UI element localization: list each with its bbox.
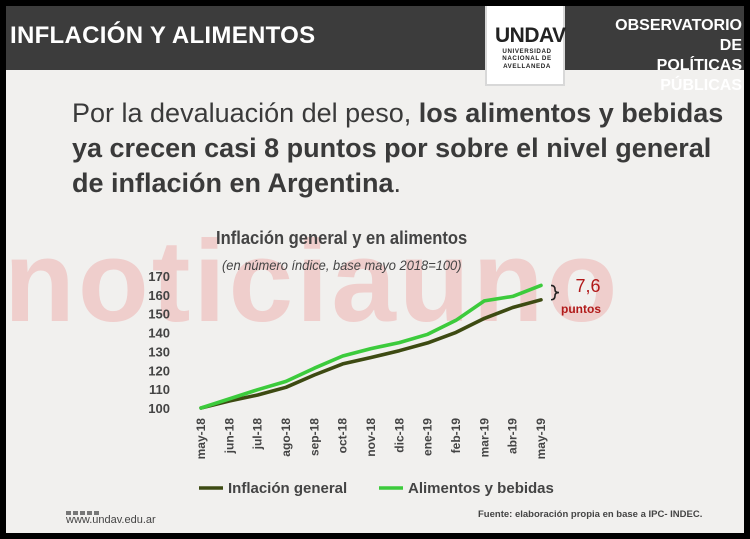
- line-chart: 100 110 120 130 140 150 160 170 may-18 jun-18 jul…: [148, 269, 601, 497]
- x-tick-label: oct-18: [336, 418, 350, 454]
- headline-normal: Por la devaluación del peso,: [72, 98, 419, 128]
- logo-mark: UNDAV: [495, 24, 566, 47]
- x-tick-label: jun-18: [222, 418, 236, 455]
- y-tick-label: 170: [148, 269, 170, 284]
- source-note: Fuente: elaboración propia en base a IPC…: [478, 509, 703, 520]
- x-tick-label: dic-18: [392, 418, 406, 453]
- y-tick-label: 120: [148, 363, 170, 378]
- x-tick-label: may-18: [194, 418, 208, 460]
- headline: Por la devaluación del peso, los aliment…: [72, 96, 732, 201]
- logo-sub-line: UNIVERSIDAD: [502, 48, 552, 55]
- difference-brace: [550, 284, 560, 301]
- x-tick-label: jul-18: [251, 418, 265, 451]
- footer-url: www.undav.edu.ar: [66, 514, 156, 526]
- observatory-line: POLÍTICAS PÚBLICAS: [656, 57, 742, 94]
- headline-bold: los alimentos y bebidas ya crecen casi 8…: [72, 98, 724, 198]
- x-tick-label: sep-18: [307, 418, 321, 456]
- difference-value: 7,6: [575, 276, 600, 296]
- y-axis: 100 110 120 130 140 150 160 170: [148, 269, 170, 416]
- series-lines: [199, 283, 543, 410]
- y-tick-label: 160: [148, 288, 170, 303]
- logo-sub-line: NACIONAL DE: [502, 55, 552, 63]
- chart-title: Inflación general y en alimentos: [216, 228, 468, 248]
- header-bar: INFLACIÓN Y ALIMENTOS UNDAV UNIVERSIDAD …: [6, 6, 744, 94]
- logo-subtitle: UNIVERSIDAD NACIONAL DE AVELLANEDA: [493, 48, 561, 70]
- x-tick-label: ene-19: [421, 418, 435, 456]
- header-title: INFLACIÓN Y ALIMENTOS: [10, 22, 316, 49]
- x-tick-label: mar-19: [477, 418, 491, 458]
- difference-unit: puntos: [561, 302, 601, 316]
- x-tick-label: may-19: [534, 418, 548, 460]
- y-tick-label: 150: [148, 307, 170, 322]
- y-tick-label: 100: [148, 401, 170, 416]
- y-tick-label: 110: [149, 382, 170, 397]
- x-tick-label: ago-18: [279, 418, 293, 457]
- difference-annotation: 7,6 puntos: [550, 276, 601, 316]
- observatory-line: OBSERVATORIO DE: [615, 17, 742, 54]
- infographic-card: INFLACIÓN Y ALIMENTOS UNDAV UNIVERSIDAD …: [6, 6, 744, 533]
- x-tick-label: nov-18: [364, 418, 378, 457]
- chart-subtitle: (en número índice, base mayo 2018=100): [222, 257, 462, 273]
- undav-logo: UNDAV UNIVERSIDAD NACIONAL DE AVELLANEDA: [485, 6, 566, 86]
- headline-end: .: [393, 168, 402, 198]
- observatory-label: OBSERVATORIO DE POLÍTICAS PÚBLICAS: [590, 16, 742, 96]
- y-tick-label: 140: [148, 326, 170, 341]
- legend: Inflación general Alimentos y bebidas: [199, 480, 554, 497]
- y-tick-label: 130: [148, 344, 170, 359]
- legend-label: Inflación general: [228, 480, 347, 497]
- series-line: [199, 297, 543, 410]
- x-tick-label: feb-19: [449, 418, 463, 454]
- footer-dots: [66, 502, 106, 515]
- x-tick-label: abr-19: [506, 418, 520, 454]
- legend-label: Alimentos y bebidas: [408, 480, 554, 497]
- x-axis: may-18 jun-18 jul-18 ago-18 sep-18 oct-18 nov-…: [194, 418, 548, 460]
- logo-sub-line: AVELLANEDA: [503, 62, 551, 70]
- series-line: [199, 283, 543, 410]
